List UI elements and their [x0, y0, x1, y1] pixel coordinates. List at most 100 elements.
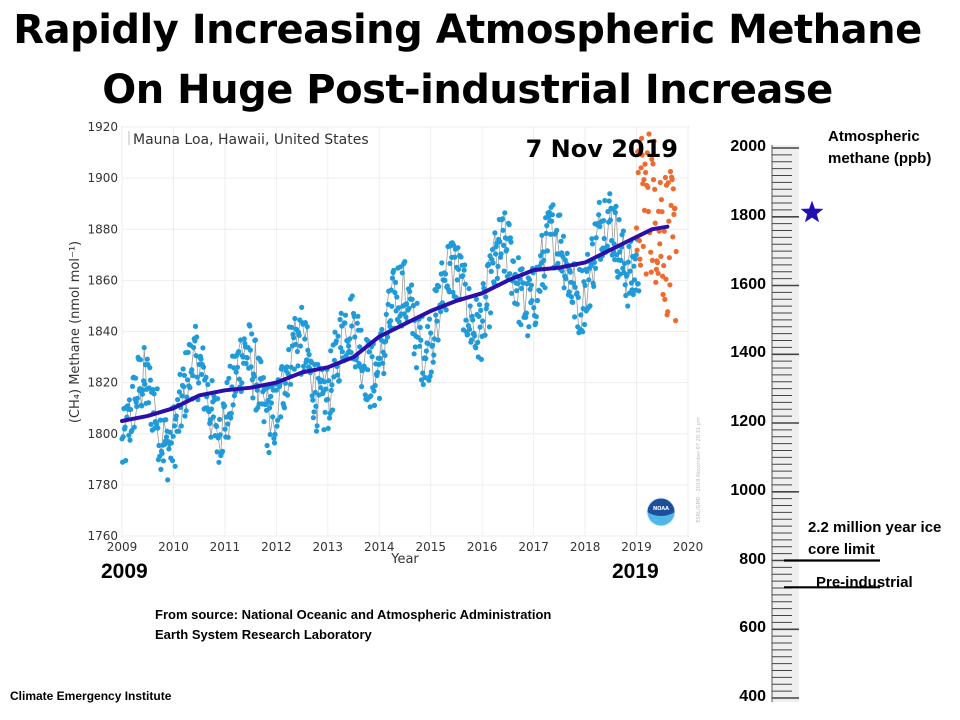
measured-point — [568, 294, 575, 300]
preliminary-point — [670, 234, 676, 240]
measured-point — [452, 254, 458, 260]
measured-point — [394, 294, 400, 300]
measured-point — [514, 301, 520, 307]
measured-point — [447, 260, 453, 266]
measured-point — [306, 352, 312, 358]
measured-point — [281, 405, 287, 411]
measured-point — [388, 287, 394, 293]
measured-point — [442, 277, 448, 283]
measured-point — [533, 320, 539, 326]
measured-point — [146, 400, 152, 406]
measured-point — [325, 425, 331, 431]
scale-tick-label: 600 — [739, 619, 766, 637]
measured-point — [507, 271, 513, 277]
preliminary-point — [653, 279, 659, 285]
measured-point — [176, 389, 182, 395]
preliminary-point — [658, 253, 664, 259]
measured-point — [351, 313, 357, 320]
measured-point — [620, 228, 627, 234]
measured-point — [534, 297, 541, 304]
measured-point — [258, 359, 264, 365]
measured-point — [359, 384, 365, 390]
measured-point — [267, 431, 273, 438]
measured-point — [367, 404, 373, 410]
measured-point — [519, 266, 525, 272]
measured-point — [558, 238, 564, 244]
measured-point — [244, 355, 250, 361]
measured-point — [555, 260, 561, 266]
measured-point — [123, 457, 129, 464]
measured-point — [455, 266, 462, 272]
measured-point — [371, 388, 377, 394]
measured-point — [515, 255, 522, 261]
measured-point — [422, 374, 428, 381]
preliminary-point — [660, 273, 666, 279]
preliminary-point — [643, 271, 649, 277]
measured-point — [472, 333, 478, 339]
measured-point — [559, 268, 565, 274]
measured-point — [475, 339, 481, 345]
measured-point — [563, 276, 569, 282]
measured-point — [170, 458, 176, 464]
measured-point — [593, 265, 599, 271]
preliminary-point — [672, 205, 678, 211]
x-axis-ticks: 2009 2010 2011 2012 2013 2014 2015 2016 2017 2018… — [107, 540, 704, 554]
measured-point — [362, 392, 368, 398]
measured-point — [454, 277, 460, 283]
measured-point — [304, 324, 310, 330]
source-line-1: From source: National Oceanic and Atmosp… — [155, 607, 552, 622]
measured-point — [549, 212, 556, 218]
measured-point — [572, 314, 578, 320]
measured-point — [539, 232, 545, 238]
measured-point — [591, 283, 597, 289]
measured-point — [379, 326, 385, 333]
measured-point — [575, 294, 581, 300]
measured-point — [612, 209, 618, 216]
measured-point — [508, 239, 514, 245]
measured-point — [267, 405, 273, 411]
measured-point — [208, 406, 215, 412]
measured-point — [163, 417, 169, 423]
range-end-label: 2019 — [612, 560, 659, 583]
measured-point — [417, 343, 423, 349]
measured-point — [225, 434, 231, 440]
scale-tick-label: 2000 — [730, 138, 766, 155]
measured-point — [271, 435, 277, 441]
measured-point — [507, 235, 513, 241]
measured-point — [216, 459, 222, 465]
preliminary-point — [641, 177, 647, 183]
measured-point — [286, 347, 292, 353]
measured-point — [273, 387, 279, 393]
logo-text: NOAA — [653, 506, 669, 512]
measured-point — [210, 414, 216, 420]
measured-point — [250, 395, 256, 401]
measured-point — [296, 332, 302, 338]
measured-point — [247, 347, 253, 353]
measured-point — [166, 446, 172, 452]
measured-point — [389, 275, 395, 281]
measured-point — [349, 323, 355, 329]
measured-point — [607, 217, 614, 223]
measured-point — [134, 403, 140, 410]
preliminary-point — [635, 169, 641, 176]
measured-point — [173, 413, 179, 419]
measured-point — [455, 245, 461, 251]
measured-point — [627, 268, 633, 274]
timestamp-watermark: ESRL/GMD - 2019-November-07 20:31 pm — [696, 417, 702, 522]
measured-point — [566, 289, 572, 295]
measured-point — [275, 417, 281, 423]
measured-point — [183, 408, 189, 414]
measured-point — [476, 302, 483, 308]
measured-point — [182, 413, 188, 419]
measured-point — [205, 381, 211, 388]
x-tick-label: 2009 — [107, 540, 138, 554]
date-label: 7 Nov 2019 — [526, 135, 678, 163]
measured-point — [292, 315, 298, 322]
measured-point — [493, 251, 499, 257]
measured-point — [451, 242, 457, 248]
measured-point — [302, 320, 308, 326]
measured-point — [194, 334, 200, 340]
measured-point — [157, 417, 163, 423]
measured-point — [407, 288, 413, 295]
measured-point — [529, 298, 535, 304]
